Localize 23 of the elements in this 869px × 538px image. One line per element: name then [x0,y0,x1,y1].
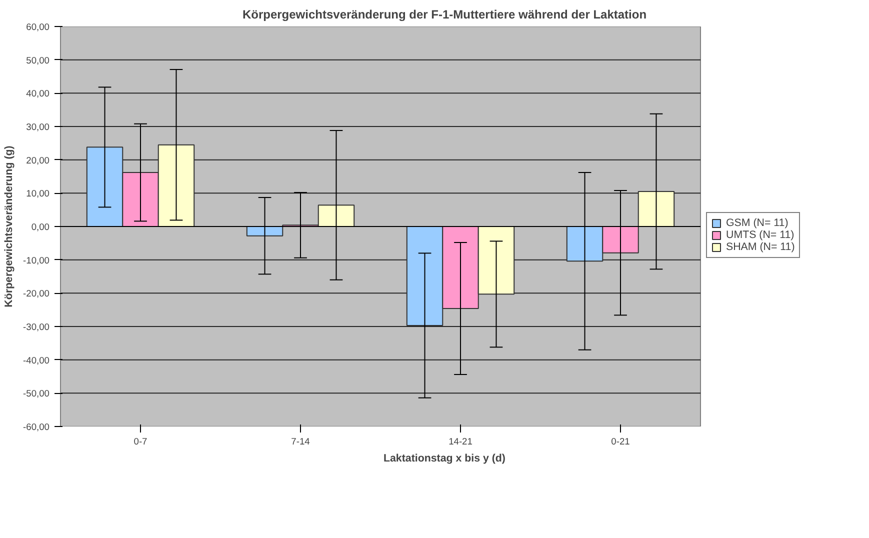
legend-label: UMTS (N= 11) [726,229,794,241]
y-tick-label: 0,00 [31,222,50,232]
y-tick-label: -30,00 [23,322,50,332]
y-tick-label: 50,00 [26,55,50,66]
y-tick-label: -20,00 [23,288,50,299]
y-tick-label: 30,00 [26,122,50,132]
y-tick-label: -40,00 [23,355,50,366]
y-tick-label: 20,00 [26,155,50,166]
y-axis-title: Körpergewichtsveränderung (g) [3,145,16,308]
x-tick-label: 0-7 [134,436,148,446]
y-tick-label: -50,00 [23,388,50,399]
chart-title: Körpergewichtsveränderung der F-1-Muttertiere während der Laktation [242,8,647,22]
y-tick-label: -10,00 [23,255,50,266]
x-tick-label: 14-21 [448,436,472,446]
y-tick-label: 10,00 [26,188,50,199]
x-axis-title: Laktationstag x bis y (d) [384,452,506,464]
y-tick-label: 40,00 [26,88,50,99]
legend-label: SHAM (N= 11) [726,241,795,253]
x-tick-label: 0-21 [611,436,630,446]
legend-label: GSM (N= 11) [726,217,788,229]
x-tick-label: 7-14 [291,436,310,446]
y-tick-label: -60,00 [23,422,50,432]
y-tick-label: 60,00 [26,22,50,32]
